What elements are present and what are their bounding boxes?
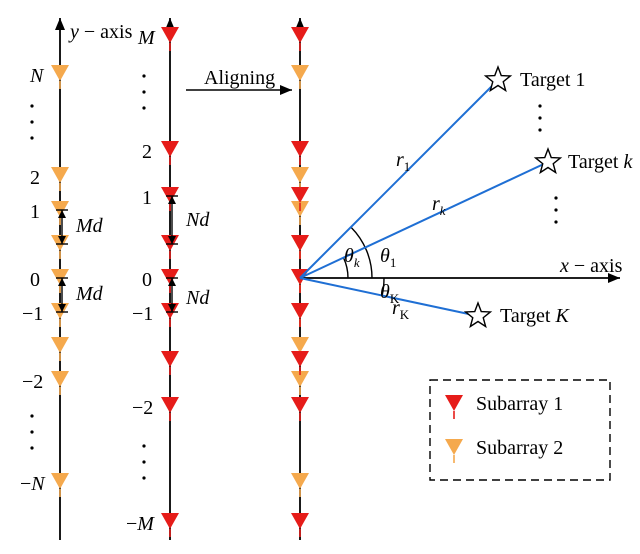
subarray2-antenna-icon	[51, 473, 69, 497]
vdots	[142, 444, 145, 447]
subarray2-antenna-icon	[51, 201, 69, 225]
subarray2-antenna-icon	[51, 167, 69, 191]
array1-index: −2	[22, 371, 43, 393]
array1-index: −1	[22, 303, 43, 325]
subarray1-antenna-icon	[291, 235, 309, 259]
subarray1-antenna-icon	[291, 303, 309, 327]
subarray1-antenna-icon	[161, 513, 179, 537]
subarray1-antenna-icon	[291, 141, 309, 165]
vdots	[538, 128, 541, 131]
angle-label: θ1	[380, 245, 396, 270]
subarray2-antenna-icon	[51, 337, 69, 361]
range-label: rk	[432, 193, 446, 218]
array2-index: M	[137, 27, 156, 49]
target-label: Target 1	[520, 69, 585, 91]
angle-label: θK	[380, 281, 400, 306]
subarray2-antenna-icon	[51, 65, 69, 89]
subarray2-antenna-icon	[291, 65, 309, 89]
vdots	[554, 220, 557, 223]
spacing-label: Nd	[185, 209, 210, 231]
array2-index: 0	[142, 269, 152, 291]
target-star-icon	[536, 149, 561, 173]
array1-index: 2	[30, 167, 40, 189]
target-ray	[300, 80, 498, 278]
vdots	[30, 430, 33, 433]
vdots	[142, 460, 145, 463]
subarray1-antenna-icon	[291, 397, 309, 421]
x-axis-label: x − axis	[559, 255, 623, 277]
array1-index: 1	[30, 201, 40, 223]
vdots	[30, 414, 33, 417]
legend-label: Subarray 1	[476, 393, 563, 415]
vdots	[30, 104, 33, 107]
vdots	[30, 446, 33, 449]
subarray1-antenna-icon	[291, 513, 309, 537]
array1-index: N	[29, 65, 45, 87]
vdots	[538, 104, 541, 107]
subarray1-antenna-icon	[161, 187, 179, 211]
subarray1-antenna-icon	[161, 27, 179, 51]
legend-antenna-icon	[445, 395, 463, 419]
subarray1-antenna-icon	[161, 351, 179, 375]
subarray1-antenna-icon	[291, 187, 309, 211]
vdots	[538, 116, 541, 119]
y-axis-label: y − axis	[68, 21, 133, 43]
vdots	[142, 476, 145, 479]
legend-antenna-icon	[445, 439, 463, 463]
angle-label: θk	[344, 245, 360, 270]
target-star-icon	[486, 67, 511, 91]
array2-index: −2	[132, 397, 153, 419]
subarray2-antenna-icon	[51, 269, 69, 293]
subarray1-antenna-icon	[161, 141, 179, 165]
array1-index: 0	[30, 269, 40, 291]
vdots	[142, 90, 145, 93]
vdots	[554, 196, 557, 199]
subarray1-antenna-icon	[291, 27, 309, 51]
subarray2-antenna-icon	[51, 371, 69, 395]
array2-index: 1	[142, 187, 152, 209]
subarray2-antenna-icon	[291, 473, 309, 497]
subarray1-antenna-icon	[161, 269, 179, 293]
spacing-label: Md	[75, 215, 104, 237]
target-star-icon	[466, 303, 491, 327]
vdots	[142, 74, 145, 77]
legend-label: Subarray 2	[476, 437, 563, 459]
aligning-label: Aligning	[204, 67, 275, 89]
array2-index: 2	[142, 141, 152, 163]
target-ray	[300, 162, 548, 278]
spacing-label: Md	[75, 283, 104, 305]
range-label: r1	[396, 149, 410, 174]
vdots	[554, 208, 557, 211]
array2-index: −1	[132, 303, 153, 325]
array1-index: −N	[20, 473, 46, 495]
vdots	[142, 106, 145, 109]
target-label: Target k	[568, 151, 633, 173]
subarray1-antenna-icon	[161, 397, 179, 421]
array2-index: −M	[126, 513, 155, 535]
vdots	[30, 120, 33, 123]
spacing-label: Nd	[185, 287, 210, 309]
vdots	[30, 136, 33, 139]
target-label: Target K	[500, 305, 570, 327]
